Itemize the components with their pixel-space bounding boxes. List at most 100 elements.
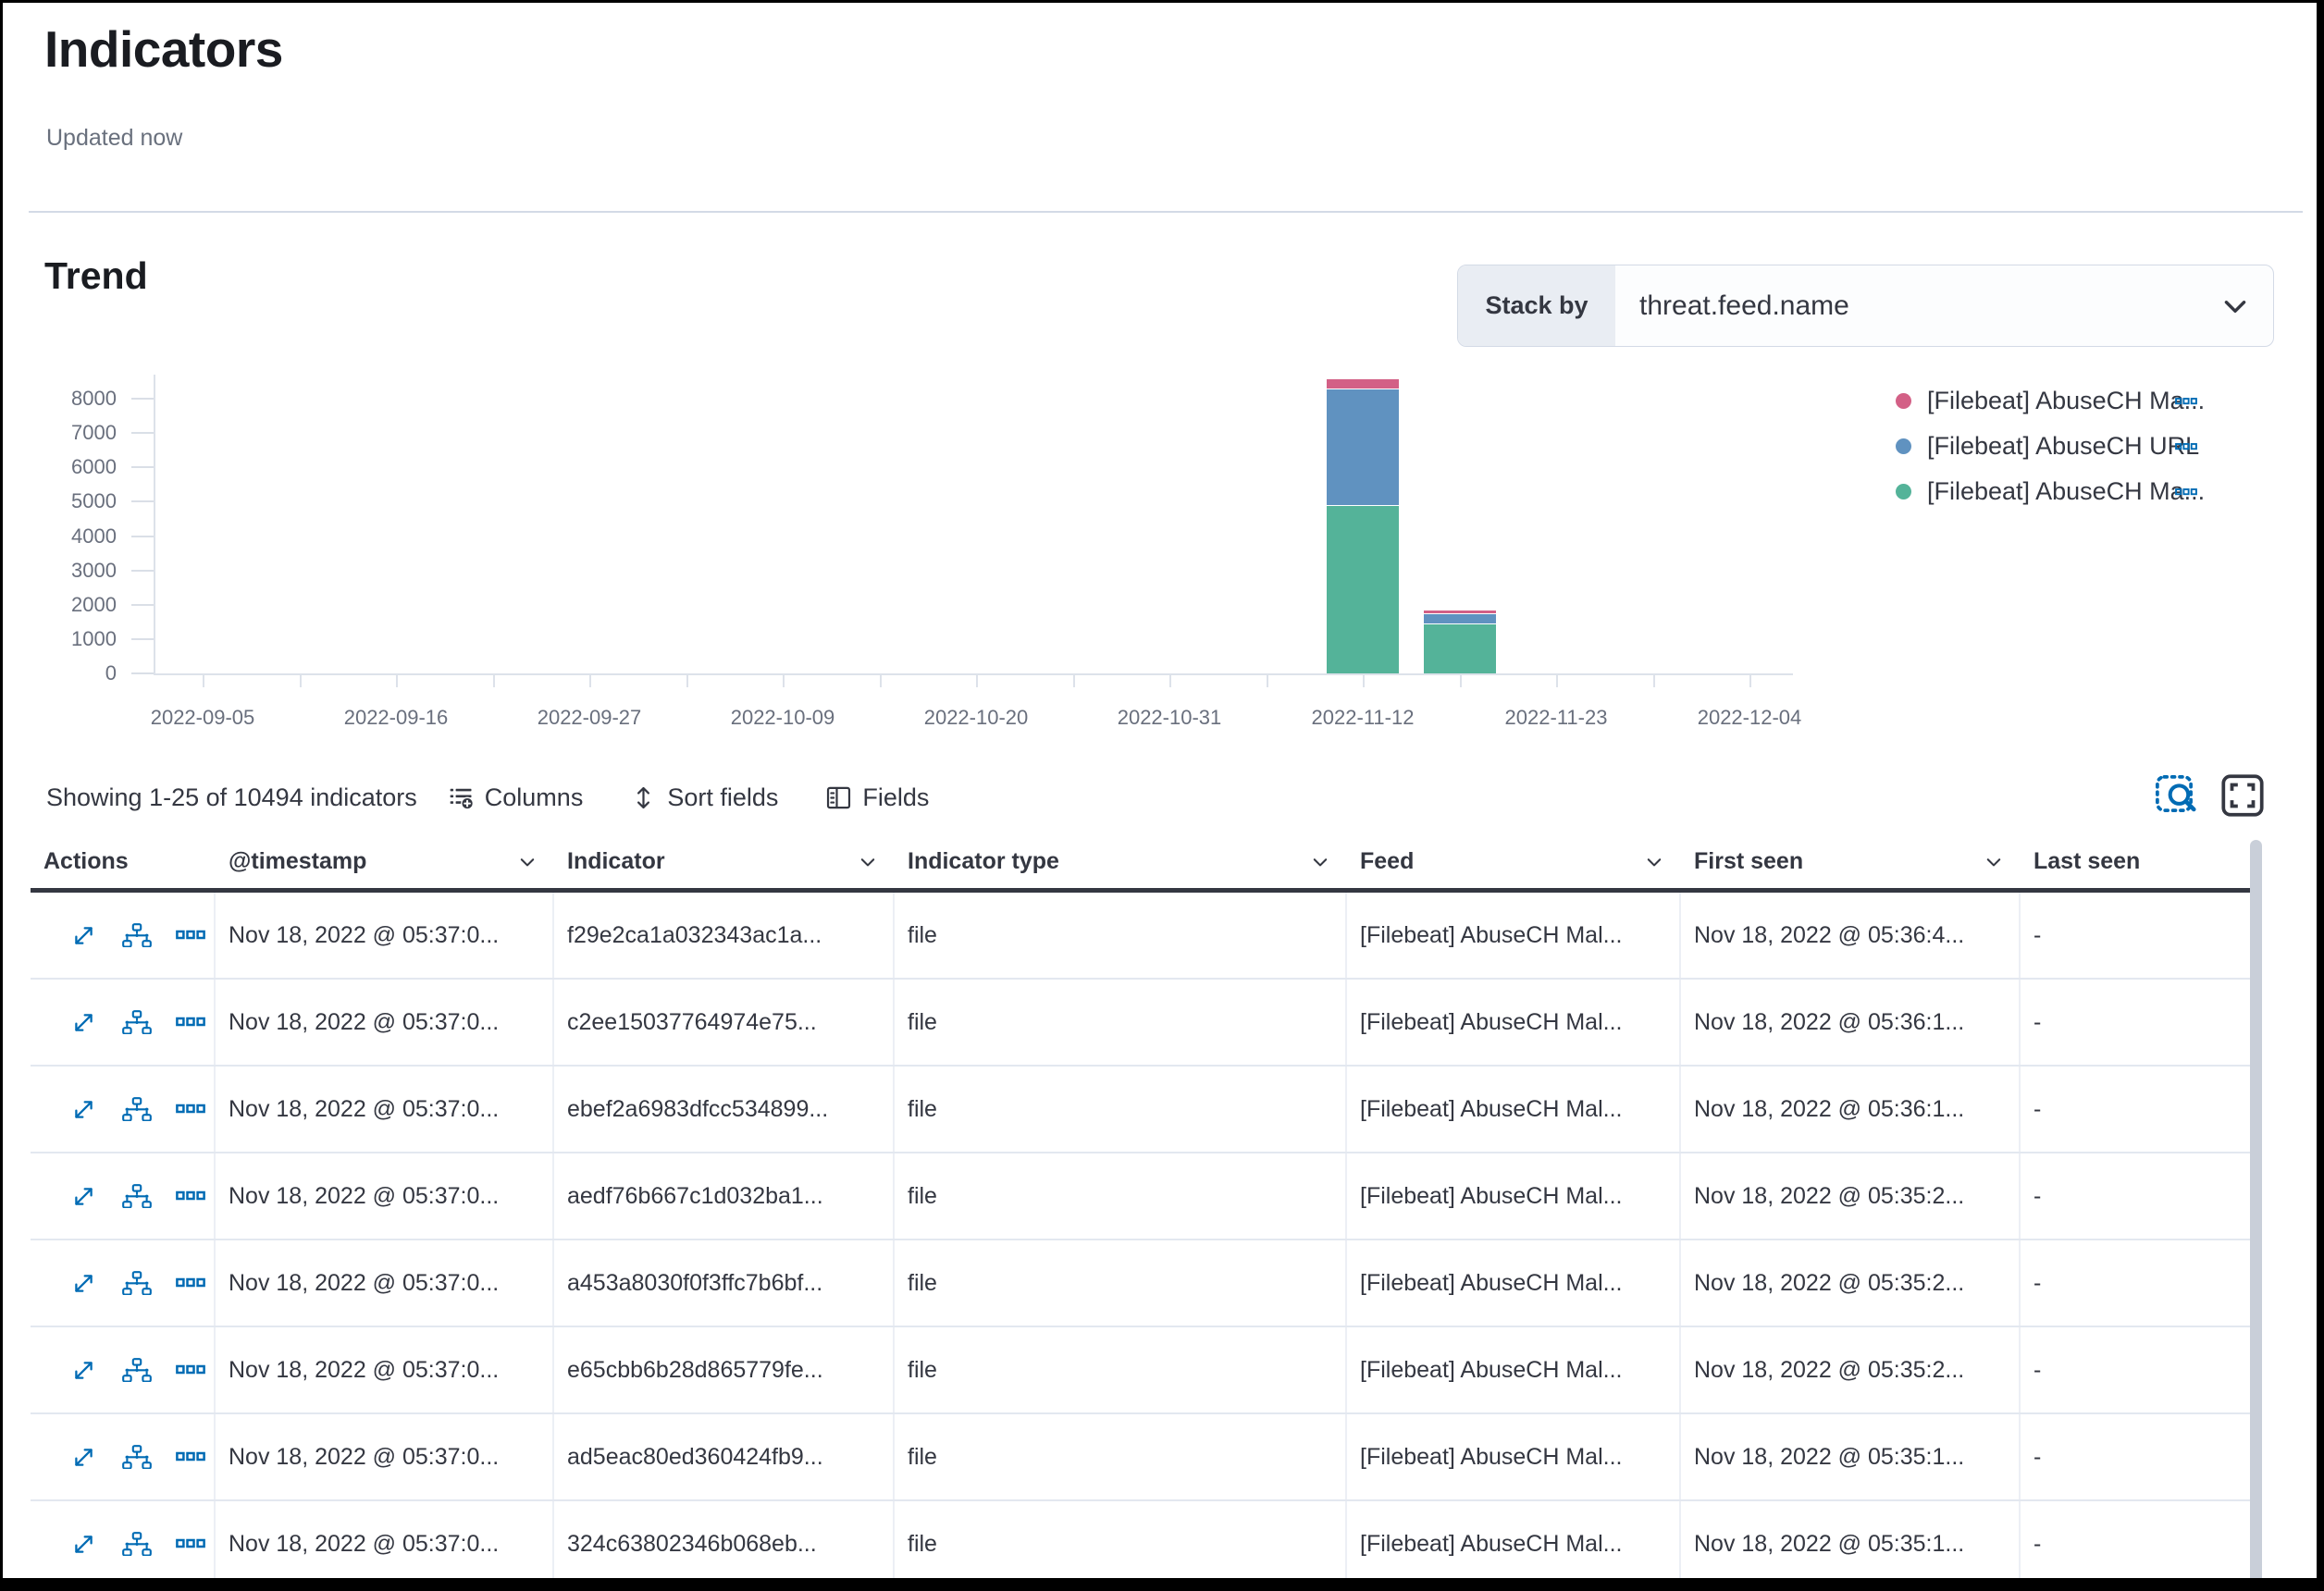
legend-item[interactable]: [Filebeat] AbuseCH Ma... — [1896, 469, 2206, 514]
expand-flyout-icon[interactable] — [71, 1532, 96, 1557]
cell-feed[interactable]: [Filebeat] AbuseCH Mal... — [1347, 1501, 1681, 1578]
bar-segment[interactable] — [1423, 623, 1496, 673]
cell-feed[interactable]: [Filebeat] AbuseCH Mal... — [1347, 1327, 1681, 1412]
more-actions-icon[interactable] — [176, 1190, 205, 1202]
cell-indicator-type[interactable]: file — [895, 1414, 1347, 1499]
cell-first-seen[interactable]: Nov 18, 2022 @ 05:35:2... — [1681, 1240, 2021, 1326]
stack-by-select[interactable]: Stack by threat.feed.name — [1457, 265, 2274, 347]
chevron-down-icon[interactable] — [858, 852, 878, 872]
cell-indicator-type[interactable]: file — [895, 1067, 1347, 1152]
cell-feed[interactable]: [Filebeat] AbuseCH Mal... — [1347, 1067, 1681, 1152]
cell-timestamp[interactable]: Nov 18, 2022 @ 05:37:0... — [216, 1501, 554, 1578]
cell-indicator[interactable]: a453a8030f0f3ffc7b6bf... — [554, 1240, 895, 1326]
cell-last-seen[interactable]: - — [2034, 1530, 2042, 1557]
more-actions-icon[interactable] — [176, 1017, 205, 1029]
more-actions-icon[interactable] — [176, 1451, 205, 1463]
boxes-horizontal-icon[interactable] — [2175, 397, 2197, 406]
cell-indicator[interactable]: aedf76b667c1d032ba1... — [554, 1153, 895, 1239]
legend-label[interactable]: [Filebeat] AbuseCH URL — [1927, 432, 2200, 460]
cell-indicator-type[interactable]: file — [895, 1153, 1347, 1239]
cell-last-seen[interactable]: - — [2034, 1356, 2042, 1383]
column-header--timestamp[interactable]: @timestamp — [216, 835, 554, 888]
bar-segment[interactable] — [1423, 613, 1496, 624]
cell-timestamp[interactable]: Nov 18, 2022 @ 05:37:0... — [216, 1067, 554, 1152]
more-actions-icon[interactable] — [176, 930, 205, 942]
cell-first-seen[interactable]: Nov 18, 2022 @ 05:35:2... — [1681, 1327, 2021, 1412]
cell-timestamp[interactable]: Nov 18, 2022 @ 05:37:0... — [216, 893, 554, 978]
cell-timestamp[interactable]: Nov 18, 2022 @ 05:37:0... — [216, 980, 554, 1065]
cell-last-seen[interactable]: - — [2034, 1008, 2042, 1035]
vertical-scrollbar[interactable] — [2250, 840, 2262, 1578]
more-actions-icon[interactable] — [176, 1104, 205, 1116]
bar-segment[interactable] — [1327, 377, 1399, 388]
cell-first-seen[interactable]: Nov 18, 2022 @ 05:36:4... — [1681, 893, 2021, 978]
cell-first-seen[interactable]: Nov 18, 2022 @ 05:35:1... — [1681, 1414, 2021, 1499]
fullscreen-icon[interactable] — [2221, 774, 2264, 817]
column-header-indicator-type[interactable]: Indicator type — [895, 835, 1347, 888]
more-actions-icon[interactable] — [176, 1364, 205, 1376]
expand-flyout-icon[interactable] — [71, 1271, 96, 1296]
expand-flyout-icon[interactable] — [71, 1445, 96, 1470]
cell-last-seen[interactable]: - — [2034, 1095, 2042, 1122]
legend-item[interactable]: [Filebeat] AbuseCH URL — [1896, 424, 2200, 469]
investigate-in-timeline-icon[interactable] — [122, 1096, 152, 1122]
cell-indicator-type[interactable]: file — [895, 1327, 1347, 1412]
stack-by-value[interactable]: threat.feed.name — [1639, 290, 1849, 321]
legend-item[interactable]: [Filebeat] AbuseCH Ma... — [1896, 378, 2206, 424]
cell-indicator-type[interactable]: file — [895, 1240, 1347, 1326]
legend-label[interactable]: [Filebeat] AbuseCH Ma... — [1927, 387, 2206, 414]
investigate-in-timeline-icon[interactable] — [122, 1270, 152, 1296]
chevron-down-icon[interactable] — [1310, 852, 1330, 872]
fields-button[interactable]: Fields — [826, 783, 929, 812]
cell-feed[interactable]: [Filebeat] AbuseCH Mal... — [1347, 893, 1681, 978]
inspect-icon[interactable] — [2155, 774, 2197, 817]
investigate-in-timeline-icon[interactable] — [122, 1531, 152, 1557]
bar-segment[interactable] — [1423, 609, 1496, 614]
cell-indicator[interactable]: 324c63802346b068eb... — [554, 1501, 895, 1578]
column-header-indicator[interactable]: Indicator — [554, 835, 895, 888]
cell-feed[interactable]: [Filebeat] AbuseCH Mal... — [1347, 1153, 1681, 1239]
cell-timestamp[interactable]: Nov 18, 2022 @ 05:37:0... — [216, 1153, 554, 1239]
investigate-in-timeline-icon[interactable] — [122, 1444, 152, 1470]
cell-indicator-type[interactable]: file — [895, 893, 1347, 978]
legend-label[interactable]: [Filebeat] AbuseCH Ma... — [1927, 477, 2206, 505]
expand-flyout-icon[interactable] — [71, 1358, 96, 1383]
cell-feed[interactable]: [Filebeat] AbuseCH Mal... — [1347, 1414, 1681, 1499]
cell-indicator[interactable]: ad5eac80ed360424fb9... — [554, 1414, 895, 1499]
expand-flyout-icon[interactable] — [71, 1010, 96, 1035]
bar-segment[interactable] — [1327, 388, 1399, 506]
chevron-down-icon[interactable] — [517, 852, 538, 872]
investigate-in-timeline-icon[interactable] — [122, 1357, 152, 1383]
expand-flyout-icon[interactable] — [71, 1097, 96, 1122]
cell-indicator[interactable]: c2ee15037764974e75... — [554, 980, 895, 1065]
cell-timestamp[interactable]: Nov 18, 2022 @ 05:37:0... — [216, 1240, 554, 1326]
bar-segment[interactable] — [1327, 505, 1399, 673]
cell-feed[interactable]: [Filebeat] AbuseCH Mal... — [1347, 1240, 1681, 1326]
cell-last-seen[interactable]: - — [2034, 1269, 2042, 1296]
sort-fields-button[interactable]: Sort fields — [631, 783, 778, 812]
cell-indicator-type[interactable]: file — [895, 980, 1347, 1065]
investigate-in-timeline-icon[interactable] — [122, 922, 152, 948]
cell-first-seen[interactable]: Nov 18, 2022 @ 05:36:1... — [1681, 1067, 2021, 1152]
investigate-in-timeline-icon[interactable] — [122, 1183, 152, 1209]
investigate-in-timeline-icon[interactable] — [122, 1009, 152, 1035]
cell-last-seen[interactable]: - — [2034, 1443, 2042, 1470]
column-header-first-seen[interactable]: First seen — [1681, 835, 2021, 888]
cell-first-seen[interactable]: Nov 18, 2022 @ 05:36:1... — [1681, 980, 2021, 1065]
columns-button[interactable]: Columns — [449, 783, 583, 812]
cell-first-seen[interactable]: Nov 18, 2022 @ 05:35:2... — [1681, 1153, 2021, 1239]
boxes-horizontal-icon[interactable] — [2175, 487, 2197, 497]
expand-flyout-icon[interactable] — [71, 1184, 96, 1209]
chevron-down-icon[interactable] — [1984, 852, 2004, 872]
cell-first-seen[interactable]: Nov 18, 2022 @ 05:35:1... — [1681, 1501, 2021, 1578]
column-header-feed[interactable]: Feed — [1347, 835, 1681, 888]
cell-indicator-type[interactable]: file — [895, 1501, 1347, 1578]
expand-flyout-icon[interactable] — [71, 923, 96, 948]
more-actions-icon[interactable] — [176, 1277, 205, 1289]
cell-indicator[interactable]: ebef2a6983dfcc534899... — [554, 1067, 895, 1152]
boxes-horizontal-icon[interactable] — [2175, 442, 2197, 451]
cell-indicator[interactable]: f29e2ca1a032343ac1a... — [554, 893, 895, 978]
cell-timestamp[interactable]: Nov 18, 2022 @ 05:37:0... — [216, 1327, 554, 1412]
chevron-down-icon[interactable] — [1644, 852, 1664, 872]
cell-last-seen[interactable]: - — [2034, 1182, 2042, 1209]
